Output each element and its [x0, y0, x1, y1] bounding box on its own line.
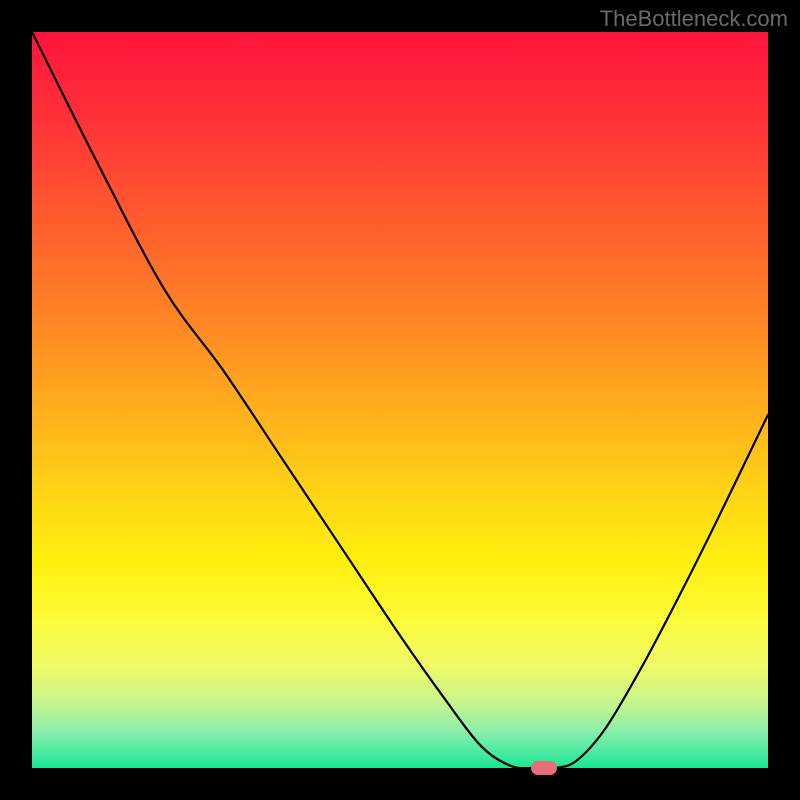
- bottleneck-curve: [32, 32, 768, 769]
- watermark-text: TheBottleneck.com: [600, 6, 788, 32]
- curve-layer: [0, 0, 800, 800]
- optimal-marker: [531, 761, 557, 775]
- chart-stage: TheBottleneck.com: [0, 0, 800, 800]
